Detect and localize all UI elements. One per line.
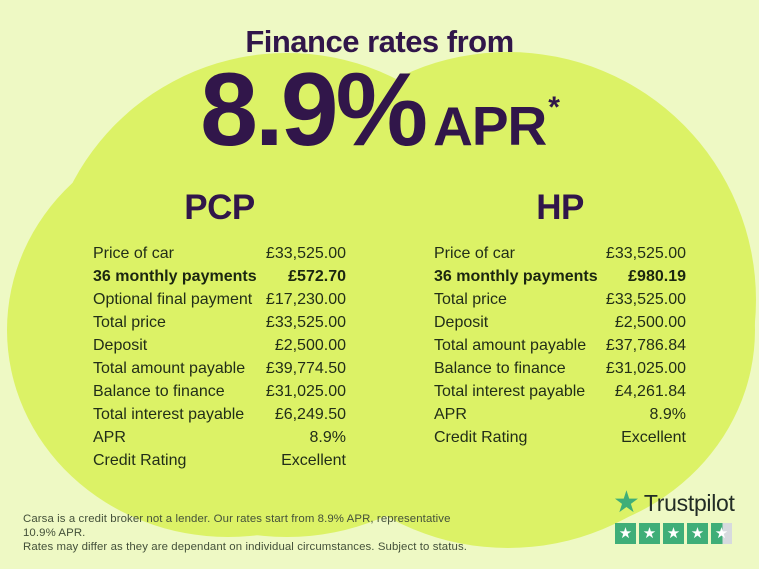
row-value: 8.9% (649, 405, 686, 423)
row-value: £2,500.00 (614, 313, 686, 331)
row-value: £4,261.84 (614, 382, 686, 400)
star-icon: ★ (666, 525, 681, 542)
table-row: 36 monthly payments £572.70 (93, 265, 346, 288)
row-value: £2,500.00 (274, 336, 346, 354)
star-icon: ★ (642, 525, 657, 542)
row-label: Total amount payable (434, 336, 587, 354)
table-row: Total price £33,525.00 (434, 288, 686, 311)
row-label: Total price (93, 313, 166, 331)
row-label: Balance to finance (93, 382, 225, 400)
row-label: Optional final payment (93, 290, 253, 308)
row-label: Deposit (93, 336, 148, 354)
trustpilot-rating-stars: ★ ★ ★ ★ ★ (615, 523, 733, 544)
table-row: Credit Rating Excellent (434, 426, 686, 449)
row-label: Total interest payable (93, 405, 245, 423)
rating-star-box: ★ (711, 523, 732, 544)
table-row: Price of car £33,525.00 (93, 242, 346, 265)
row-value: £572.70 (288, 267, 346, 285)
trustpilot-badge: ★ Trustpilot ★ ★ ★ ★ ★ (613, 486, 735, 544)
row-label: 36 monthly payments (434, 267, 598, 285)
rating-star-box: ★ (687, 523, 708, 544)
table-row: Deposit £2,500.00 (93, 334, 346, 357)
row-label: Price of car (93, 244, 174, 262)
trustpilot-wordmark: Trustpilot (643, 489, 735, 516)
banner-title: Finance rates from (245, 24, 514, 59)
rate-suffix: APR* (433, 91, 560, 157)
disclaimer-line-1: Carsa is a credit broker not a lender. O… (23, 513, 451, 539)
headline-rate: 8.9% APR* (0, 58, 759, 162)
row-value: £17,230.00 (265, 290, 346, 308)
rate-asterisk: * (548, 91, 560, 124)
row-value: £31,025.00 (265, 382, 346, 400)
row-value: £33,525.00 (605, 290, 686, 308)
row-value: Excellent (621, 428, 686, 446)
table-row: Total price £33,525.00 (93, 311, 346, 334)
row-label: Credit Rating (93, 451, 187, 469)
row-label: Total amount payable (93, 359, 246, 377)
row-label: APR (434, 405, 467, 423)
row-value: £31,025.00 (605, 359, 686, 377)
row-value: £33,525.00 (265, 244, 346, 262)
hp-heading: HP (536, 188, 584, 227)
row-value: £37,786.84 (605, 336, 686, 354)
row-value: £6,249.50 (274, 405, 346, 423)
star-icon: ★ (690, 525, 705, 542)
table-row: APR 8.9% (93, 426, 346, 449)
table-row: Total interest payable £4,261.84 (434, 380, 686, 403)
row-label: Price of car (434, 244, 515, 262)
pcp-heading: PCP (184, 188, 255, 227)
rating-star-box: ★ (615, 523, 636, 544)
star-icon: ★ (618, 525, 633, 542)
table-row: Total interest payable £6,249.50 (93, 403, 346, 426)
row-label: Balance to finance (434, 359, 566, 377)
table-row: Balance to finance £31,025.00 (93, 380, 346, 403)
table-row: Price of car £33,525.00 (434, 242, 686, 265)
disclaimer-line-2: Rates may differ as they are dependant o… (23, 541, 468, 553)
table-row: Optional final payment £17,230.00 (93, 288, 346, 311)
table-row: Total amount payable £37,786.84 (434, 334, 686, 357)
row-value: £33,525.00 (265, 313, 346, 331)
table-row: APR 8.9% (434, 403, 686, 426)
hp-rows: Price of car £33,525.00 36 monthly payment… (434, 242, 686, 449)
table-row: 36 monthly payments £980.19 (434, 265, 686, 288)
row-value: £980.19 (628, 267, 686, 285)
rating-star-box: ★ (663, 523, 684, 544)
table-row: Credit Rating Excellent (93, 449, 346, 472)
row-label: Credit Rating (434, 428, 528, 446)
row-value: 8.9% (309, 428, 346, 446)
row-label: Total price (434, 290, 507, 308)
row-label: Total interest payable (434, 382, 586, 400)
rate-value: 8.9% (200, 52, 428, 168)
row-value: £39,774.50 (265, 359, 346, 377)
row-label: APR (93, 428, 126, 446)
table-row: Balance to finance £31,025.00 (434, 357, 686, 380)
rating-star-box: ★ (639, 523, 660, 544)
trustpilot-star-icon: ★ (613, 486, 640, 519)
row-value: Excellent (281, 451, 346, 469)
disclaimer-text: Carsa is a credit broker not a lender. O… (23, 512, 473, 554)
row-label: Deposit (434, 313, 489, 331)
row-value: £33,525.00 (605, 244, 686, 262)
pcp-rows: Price of car £33,525.00 36 monthly payment… (93, 242, 346, 472)
trustpilot-logo: ★ Trustpilot (613, 486, 735, 519)
pcp-column: PCP Price of car £33,525.00 36 monthly pay… (93, 188, 346, 472)
star-icon: ★ (714, 525, 729, 542)
table-row: Deposit £2,500.00 (434, 311, 686, 334)
hp-column: HP Price of car £33,525.00 36 monthly paym… (434, 188, 686, 449)
table-row: Total amount payable £39,774.50 (93, 357, 346, 380)
row-label: 36 monthly payments (93, 267, 257, 285)
